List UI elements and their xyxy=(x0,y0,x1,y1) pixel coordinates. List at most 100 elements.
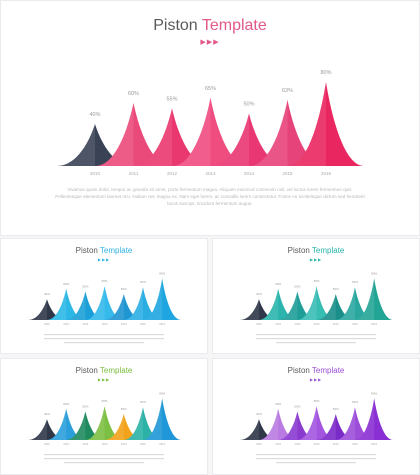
value-label-2012: 55% xyxy=(82,284,88,288)
piston-highlight-2013 xyxy=(172,97,211,166)
category-label-2010: 2010 xyxy=(256,442,262,446)
value-label-2010: 40% xyxy=(256,412,262,416)
value-label-2012: 55% xyxy=(294,404,300,408)
piston-chart: 40% 2010 60% 2011 55% 2012 65% 2013 50% 2014 63% 20… xyxy=(240,391,394,464)
value-label-2011: 60% xyxy=(128,91,139,97)
category-label-2012: 2012 xyxy=(295,442,301,446)
paragraph-placeholder-line xyxy=(256,338,376,340)
piston-highlight-2012 xyxy=(66,291,86,320)
category-label-2012: 2012 xyxy=(295,322,301,326)
category-label-2012: 2012 xyxy=(167,171,178,176)
piston-highlight-2015 xyxy=(124,407,143,440)
value-label-2016: 80% xyxy=(159,391,165,395)
category-label-2011: 2011 xyxy=(275,442,281,446)
category-label-2011: 2011 xyxy=(63,322,69,326)
value-label-2011: 60% xyxy=(275,402,281,406)
value-label-2013: 65% xyxy=(102,279,108,283)
piston-peak-2011 xyxy=(259,408,298,440)
piston-highlight-2010 xyxy=(57,124,95,166)
slide-title: Piston Template xyxy=(0,17,420,35)
value-label-2010: 40% xyxy=(44,292,50,296)
piston-highlight-2015 xyxy=(124,287,143,320)
piston-highlight-2010 xyxy=(240,299,259,320)
slide-thumbnail-purple[interactable]: Piston Template ▶▶▶ 40% 2010 60% 2011 55% 201… xyxy=(212,358,420,475)
paragraph-placeholder-line xyxy=(64,462,144,464)
category-label-2015: 2015 xyxy=(140,322,146,326)
paragraph-placeholder-line xyxy=(256,334,376,336)
triangle-marker-icon: ▶▶▶ xyxy=(97,377,111,382)
value-label-2010: 40% xyxy=(256,292,262,296)
value-label-2016: 80% xyxy=(371,391,377,395)
piston-highlight-2016 xyxy=(143,398,163,440)
value-label-2013: 65% xyxy=(205,86,216,92)
piston-highlight-2011 xyxy=(47,408,67,440)
piston-highlight-2011 xyxy=(259,288,279,320)
paragraph-placeholder-line xyxy=(44,338,164,340)
slide-thumbnail-blue[interactable]: Piston Template ▶▶▶ 40% 2010 60% 2011 55% 201… xyxy=(0,238,208,354)
title-word-piston: Piston xyxy=(287,246,310,255)
main-slide[interactable]: Piston Template ▶▶▶ 40% 2010 60% 2011 55% 201… xyxy=(0,0,420,236)
piston-highlight-2014 xyxy=(316,414,336,440)
category-label-2014: 2014 xyxy=(333,322,339,326)
title-word-template: Template xyxy=(311,366,345,375)
piston-highlight-2010 xyxy=(28,419,47,440)
category-label-2016: 2016 xyxy=(371,442,377,446)
value-label-2014: 50% xyxy=(333,287,339,291)
piston-highlight-2016 xyxy=(143,278,163,320)
value-label-2015: 63% xyxy=(352,280,358,284)
piston-highlight-2010 xyxy=(240,419,259,440)
category-label-2014: 2014 xyxy=(121,322,127,326)
thumbnail-title: Piston Template xyxy=(212,366,420,375)
thumbnail-title: Piston Template xyxy=(212,246,420,255)
paragraph-placeholder-line xyxy=(44,458,164,460)
title-word-piston: Piston xyxy=(75,246,98,255)
piston-highlight-2014 xyxy=(211,113,249,166)
paragraph-placeholder-line xyxy=(276,342,356,344)
category-label-2011: 2011 xyxy=(275,322,281,326)
paragraph-placeholder-line xyxy=(256,454,376,456)
piston-peak-2016 xyxy=(355,278,394,320)
value-label-2014: 50% xyxy=(121,287,127,291)
value-label-2015: 63% xyxy=(282,88,293,94)
category-label-2013: 2013 xyxy=(314,322,320,326)
paragraph-placeholder-line xyxy=(276,462,356,464)
category-label-2015: 2015 xyxy=(352,442,358,446)
value-label-2014: 50% xyxy=(121,407,127,411)
piston-peak-2016 xyxy=(355,398,394,440)
piston-highlight-2013 xyxy=(85,406,105,440)
piston-highlight-2013 xyxy=(297,286,317,320)
value-label-2013: 65% xyxy=(102,399,108,403)
category-label-2010: 2010 xyxy=(90,171,101,176)
category-label-2016: 2016 xyxy=(371,322,377,326)
piston-peak-2013 xyxy=(297,286,336,320)
piston-highlight-2014 xyxy=(104,294,124,320)
category-label-2014: 2014 xyxy=(244,171,255,176)
slide-thumbnail-green[interactable]: Piston Template ▶▶▶ 40% 2010 60% 2011 55% 201… xyxy=(0,358,208,475)
value-label-2010: 40% xyxy=(89,112,100,118)
piston-highlight-2016 xyxy=(288,82,326,166)
category-label-2011: 2011 xyxy=(129,171,139,176)
piston-highlight-2012 xyxy=(278,411,298,440)
category-label-2010: 2010 xyxy=(256,322,262,326)
title-word-template: Template xyxy=(99,246,133,255)
title-word-template: Template xyxy=(99,366,133,375)
piston-highlight-2016 xyxy=(355,398,375,440)
piston-highlight-2013 xyxy=(85,286,105,320)
piston-highlight-2014 xyxy=(104,414,124,440)
category-label-2015: 2015 xyxy=(140,442,146,446)
value-label-2014: 50% xyxy=(333,407,339,411)
category-label-2012: 2012 xyxy=(83,322,89,326)
category-label-2013: 2013 xyxy=(314,442,320,446)
value-label-2012: 55% xyxy=(82,404,88,408)
piston-highlight-2016 xyxy=(355,278,375,320)
piston-highlight-2012 xyxy=(134,108,172,166)
value-label-2013: 65% xyxy=(314,399,320,403)
category-label-2011: 2011 xyxy=(63,442,69,446)
category-label-2013: 2013 xyxy=(102,442,108,446)
piston-highlight-2011 xyxy=(259,408,279,440)
title-word-template: Template xyxy=(201,17,267,34)
paragraph-placeholder-line xyxy=(64,342,144,344)
piston-highlight-2010 xyxy=(28,299,47,320)
piston-chart: 40% 2010 60% 2011 55% 2012 65% 2013 50% 2014 63% 20… xyxy=(28,271,182,344)
slide-thumbnail-teal[interactable]: Piston Template ▶▶▶ 40% 2010 60% 2011 55% 201… xyxy=(212,238,420,354)
